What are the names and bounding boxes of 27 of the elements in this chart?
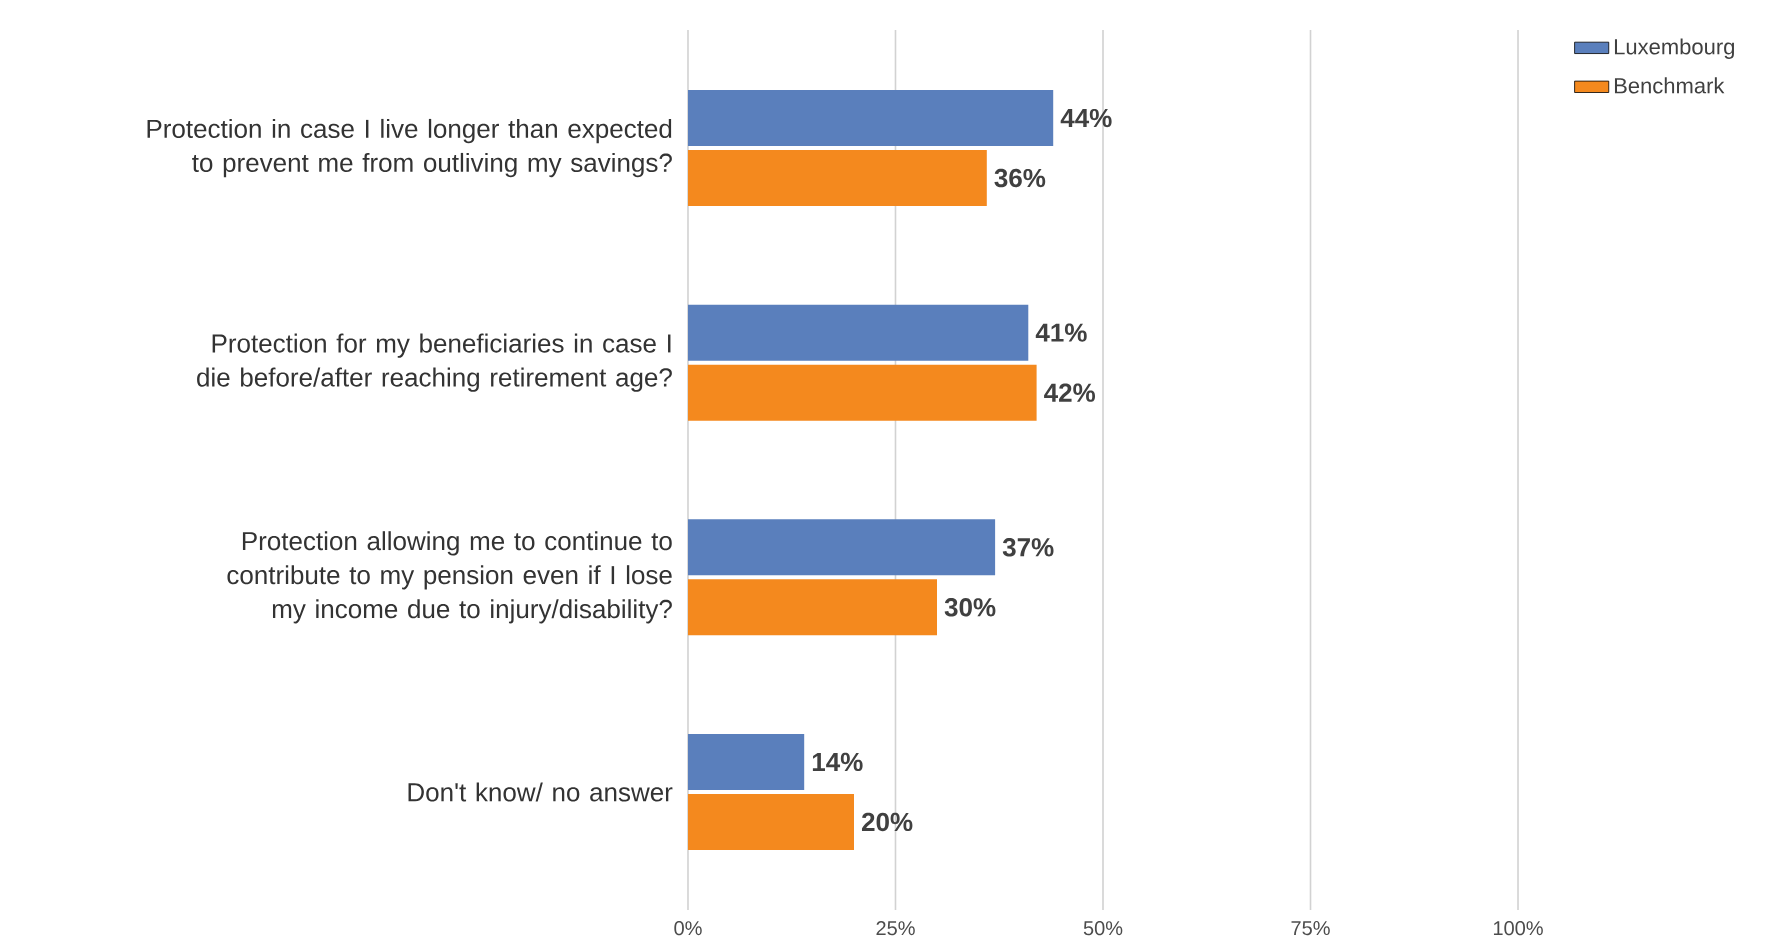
data-label: 37% [1002, 538, 1054, 557]
x-tick-label: 50% [1083, 921, 1123, 936]
x-tick-label: 100% [1493, 921, 1543, 936]
x-tick-label: 25% [876, 921, 915, 936]
bar [688, 90, 1054, 147]
bar [688, 519, 996, 576]
x-tick-label: 0% [674, 921, 702, 936]
data-label: 30% [944, 598, 996, 617]
y-tick-label: Protection in case I live longer than expected to prevent me from outliving my savings? [147, 118, 672, 178]
bar [688, 793, 854, 850]
bar [688, 304, 1029, 361]
data-label: 42% [1044, 383, 1096, 402]
y-tick-label: Don't know/ no answer [408, 782, 673, 802]
y-tick-label: Protection for my beneficiaries in case I die before/after reaching retirement age? [197, 333, 672, 392]
bar [688, 150, 987, 207]
y-tick-label: Protection allowing me to continue to contribute to my pension even if I lose my income due to injury/disability? [227, 531, 672, 624]
data-label: 14% [812, 752, 863, 772]
legend-label: Luxembourg [1614, 38, 1735, 59]
data-label: 44% [1060, 108, 1112, 128]
data-label: 20% [861, 812, 913, 832]
legend-label: Benchmark [1614, 77, 1725, 94]
data-label: 41% [1035, 323, 1087, 342]
bar [688, 733, 805, 790]
bar [688, 579, 938, 636]
bar [688, 364, 1037, 421]
data-label: 36% [994, 168, 1046, 188]
x-tick-label: 75% [1291, 921, 1330, 936]
